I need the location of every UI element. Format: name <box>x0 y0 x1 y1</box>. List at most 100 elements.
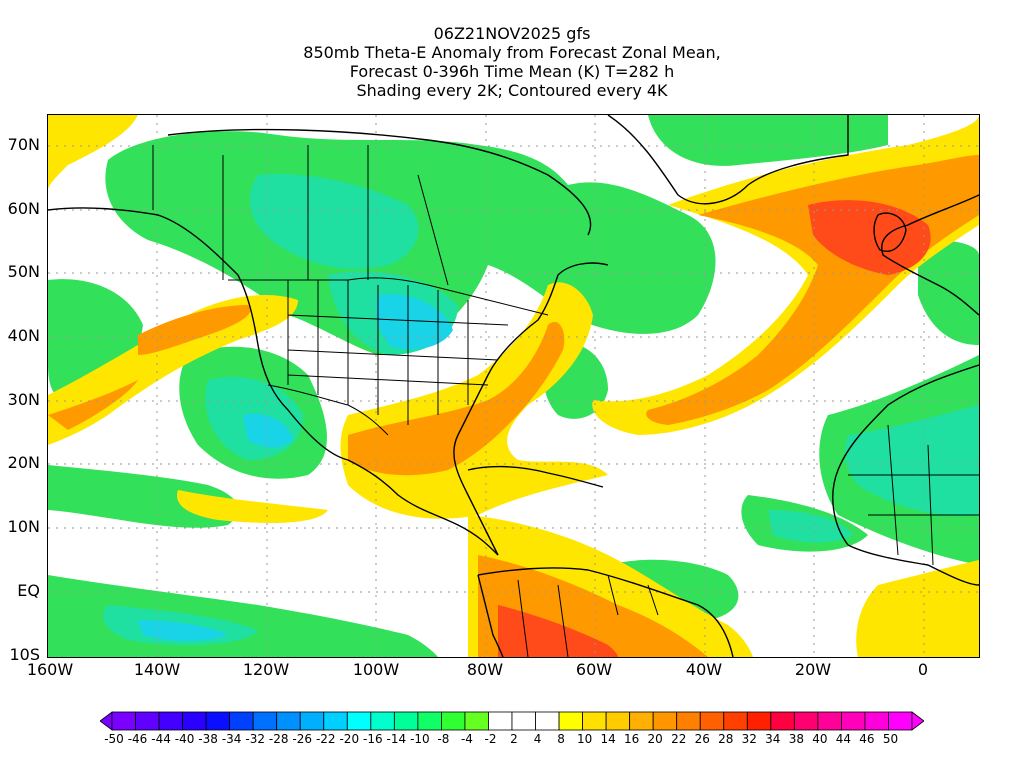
strongest-negative-anomaly-fields <box>138 294 453 641</box>
colorbar-min-arrow <box>100 711 113 731</box>
colorbar-swatch <box>535 711 560 731</box>
lat-label-10n: 10N <box>7 517 40 536</box>
coastlines <box>48 115 979 657</box>
lon-label-120w: 120W <box>242 660 290 679</box>
colorbar-swatch <box>252 711 278 731</box>
title-forecast-range: Forecast 0-396h Time Mean (K) T=282 h <box>349 62 675 81</box>
colorbar-swatch <box>205 711 231 731</box>
north-america-coast <box>48 207 499 556</box>
colorbar-tick-label: 4 <box>533 732 542 746</box>
colorbar-tick-label: -32 <box>245 732 265 746</box>
map-panel <box>47 114 980 658</box>
lon-label-160w: 160W <box>26 660 74 679</box>
lat-label-70n: 70N <box>7 135 40 154</box>
colorbar-swatch <box>723 711 748 731</box>
political-borders <box>152 145 979 657</box>
anomaly-region <box>856 560 979 657</box>
colorbar-tick-label: -40 <box>174 732 195 746</box>
colorbar-tick-label: 34 <box>765 732 781 746</box>
anomaly-region <box>376 294 453 350</box>
south-america-west-coast <box>477 574 504 657</box>
anomaly-region <box>138 305 251 355</box>
colorbar-swatch <box>464 711 489 731</box>
colorbar-swatch <box>888 711 913 731</box>
colorbar-tick-label: 10 <box>576 732 593 746</box>
colorbar-swatch <box>864 711 889 731</box>
anomaly-region <box>498 605 618 657</box>
colorbar-swatch <box>135 711 160 731</box>
colorbar-swatch <box>699 711 725 731</box>
colorbar-swatch <box>182 711 207 731</box>
lon-label-140w: 140W <box>133 660 181 679</box>
colorbar-swatch <box>370 711 395 731</box>
africa-coast <box>832 364 979 586</box>
anomaly-region <box>845 405 979 516</box>
colorbar-swatch <box>511 711 536 731</box>
colorbar-swatch <box>746 711 772 731</box>
colorbar-swatch <box>793 711 819 731</box>
anomaly-map <box>48 115 979 657</box>
colorbar-tick-label: 8 <box>557 732 565 746</box>
colorbar-tick-label: 50 <box>882 732 899 746</box>
colorbar-tick-label: 2 <box>510 732 518 746</box>
colorbar-tick-label: -28 <box>268 732 289 746</box>
colorbar-tick-label: 32 <box>741 732 757 746</box>
lat-label-60n: 60N <box>7 199 40 218</box>
lon-label-60w: 60W <box>575 660 613 679</box>
colorbar-tick-label: -38 <box>198 732 218 746</box>
colorbar-tick-label: 26 <box>694 732 710 746</box>
colorbar-swatch <box>417 711 442 731</box>
lon-label-0: 0 <box>917 660 929 679</box>
north-america-east-coast <box>453 262 609 556</box>
lat-label-30n: 30N <box>7 390 40 409</box>
title-date-model: 06Z21NOV2025 gfs <box>433 24 591 43</box>
colorbar-swatch <box>299 711 325 731</box>
greenland <box>607 115 849 205</box>
colorbar-tick-label: 44 <box>835 732 852 746</box>
colorbar-tick-label: -16 <box>363 732 383 746</box>
lon-label-100w: 100W <box>352 660 400 679</box>
colorbar-tick-label: -50 <box>104 732 124 746</box>
anomaly-region <box>243 413 293 448</box>
title-shading-info: Shading every 2K; Contoured every 4K <box>356 81 668 100</box>
colorbar-tick-label: -14 <box>386 732 407 746</box>
anomaly-region <box>648 115 888 166</box>
colorbar-tick-label: 28 <box>718 732 734 746</box>
canada-province-lines <box>152 145 449 286</box>
colorbar-tick-label: -8 <box>437 732 450 746</box>
lat-label-20n: 20N <box>7 453 40 472</box>
lat-label-40n: 40N <box>7 326 40 345</box>
colorbar-swatch <box>841 711 866 731</box>
us-state-lines <box>287 280 509 425</box>
colorbar-swatch <box>582 711 607 731</box>
south-america-coast <box>477 567 734 657</box>
colorbar-swatch <box>676 711 701 731</box>
lat-label-50n: 50N <box>7 262 40 281</box>
british-isles <box>873 212 907 252</box>
colorbar-max-arrow <box>911 711 924 731</box>
colorbar-tick-label: 22 <box>671 732 687 746</box>
colorbar-swatch <box>323 711 348 731</box>
colorbar-tick-label: 40 <box>812 732 828 746</box>
graticule <box>48 115 979 657</box>
anomaly-region <box>918 240 979 345</box>
colorbar-swatch <box>158 711 183 731</box>
colorbar-swatch <box>441 711 466 731</box>
anomaly-region <box>249 174 419 269</box>
lat-label-10s: 10S <box>9 645 40 664</box>
colorbar-swatch <box>111 711 136 731</box>
europe-coast <box>881 194 979 316</box>
title-block: 06Z21NOV2025 gfs 850mb Theta-E Anomaly f… <box>0 24 1024 100</box>
colorbar-tick-label: 20 <box>647 732 663 746</box>
colorbar-tick-label: -26 <box>292 732 313 746</box>
colorbar-swatch <box>393 711 419 731</box>
colorbar-swatch <box>652 711 678 731</box>
colorbar-tick-label: -2 <box>484 732 497 746</box>
lon-label-20w: 20W <box>794 660 832 679</box>
colorbar-swatch <box>346 711 372 731</box>
anomaly-region <box>48 295 298 445</box>
colorbar-tick-label: 46 <box>859 732 875 746</box>
colorbar-tick-label: -20 <box>339 732 360 746</box>
colorbar-tick-label: -4 <box>460 732 473 746</box>
colorbar-tick-label: 14 <box>600 732 616 746</box>
